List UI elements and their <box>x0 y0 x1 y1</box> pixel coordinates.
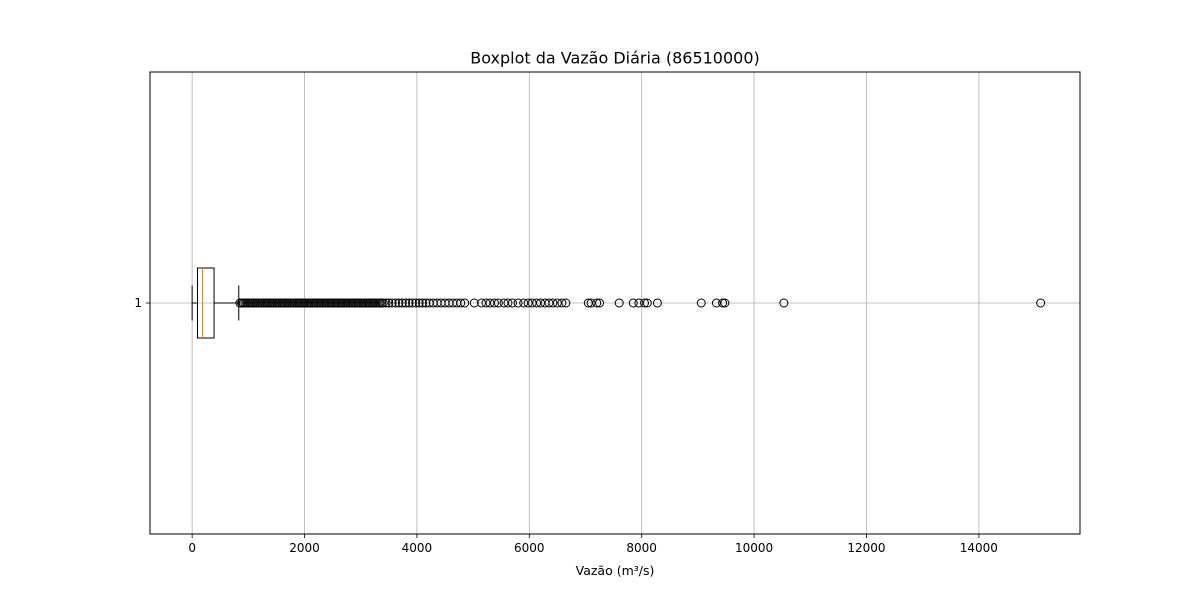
flier-point <box>548 298 558 308</box>
flier-point <box>414 298 424 308</box>
flier-points <box>235 298 1046 308</box>
y-axis-ticks: 1 <box>134 296 150 310</box>
flier-point <box>493 298 503 308</box>
flier-point <box>628 298 638 308</box>
x-axis-ticks: 0 2000 4000 6000 8000 10000 12000 14000 <box>188 534 998 555</box>
flier-point <box>401 298 411 308</box>
flier-point <box>407 298 417 308</box>
flier-point <box>718 298 728 308</box>
flier-point <box>513 298 523 308</box>
x-tick-label: 2000 <box>289 541 320 555</box>
iqr-box <box>196 267 215 339</box>
flier-point <box>394 298 404 308</box>
flier-point <box>779 298 789 308</box>
flier-point <box>404 298 414 308</box>
flier-point <box>489 298 499 308</box>
flier-point <box>384 298 394 308</box>
flier-point <box>561 298 571 308</box>
flier-point <box>469 298 479 308</box>
flier-point <box>411 298 421 308</box>
flier-point <box>640 298 650 308</box>
flier-point <box>418 298 428 308</box>
x-tick-label: 8000 <box>626 541 657 555</box>
chart-title: Boxplot da Vazão Diária (86510000) <box>470 49 760 68</box>
flier-point <box>614 298 624 308</box>
flier-point <box>397 298 407 308</box>
x-tick-label: 12000 <box>847 541 885 555</box>
x-tick-label: 6000 <box>514 541 545 555</box>
flier-point <box>381 298 391 308</box>
x-tick-label: 14000 <box>960 541 998 555</box>
flier-point <box>557 298 567 308</box>
flier-point <box>652 298 662 308</box>
flier-point <box>1036 298 1046 308</box>
x-axis-label: Vazão (m³/s) <box>576 563 655 578</box>
flier-point <box>595 298 605 308</box>
flier-point <box>642 298 652 308</box>
flier-point <box>460 298 470 308</box>
flier-point <box>378 298 388 308</box>
flier-point <box>503 298 513 308</box>
flier-point <box>720 298 730 308</box>
flier-point <box>456 298 466 308</box>
flier-point <box>391 298 401 308</box>
flier-point <box>421 298 431 308</box>
flier-point <box>696 298 706 308</box>
flier-point <box>592 298 602 308</box>
y-tick-label: 1 <box>134 296 142 310</box>
x-tick-label: 0 <box>188 541 196 555</box>
flier-point <box>387 298 397 308</box>
flier-point <box>507 298 517 308</box>
x-tick-label: 10000 <box>735 541 773 555</box>
x-tick-label: 4000 <box>402 541 433 555</box>
